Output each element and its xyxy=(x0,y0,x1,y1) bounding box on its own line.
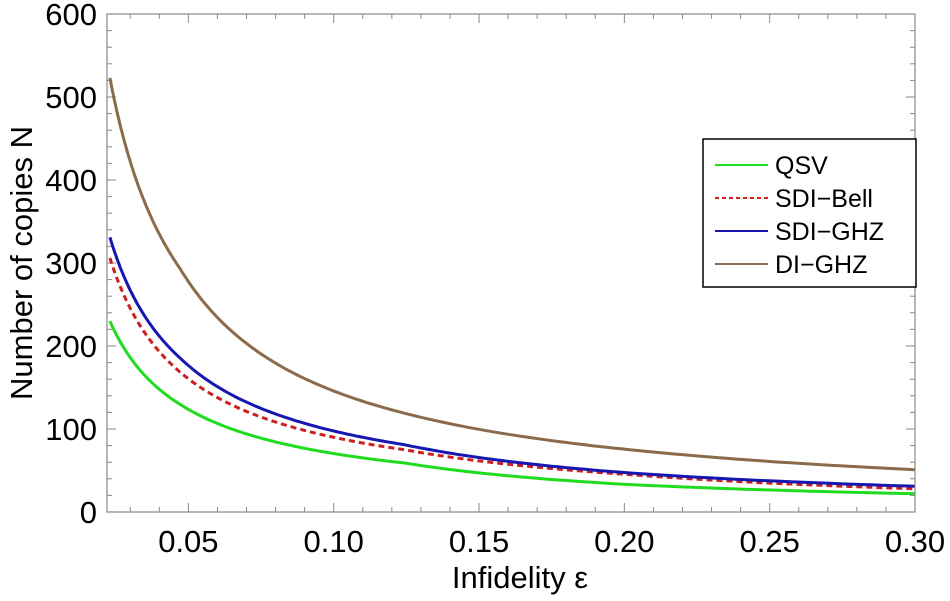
series-line-di-ghz xyxy=(108,77,916,472)
y-tick-label: 200 xyxy=(45,329,97,364)
y-tick-label: 600 xyxy=(45,0,97,32)
legend-label: QSV xyxy=(775,152,828,180)
x-tick-label: 0.20 xyxy=(594,524,654,559)
legend-box xyxy=(702,138,917,288)
series-curves xyxy=(108,77,916,496)
legend: QSV SDI−Bell SDI−GHZ DI−GHZ xyxy=(702,138,917,288)
x-tick-label: 0.10 xyxy=(304,524,364,559)
y-tick-labels: 0 100 200 300 400 500 600 xyxy=(45,0,97,530)
x-tick-label: 0.15 xyxy=(449,524,509,559)
y-tick-label: 0 xyxy=(80,495,97,530)
axis-ticks xyxy=(107,13,916,513)
y-tick-label: 100 xyxy=(45,412,97,447)
x-tick-label: 0.25 xyxy=(740,524,800,559)
series-line-sdi-ghz xyxy=(108,236,916,488)
x-tick-label: 0.05 xyxy=(158,524,218,559)
x-axis-label: Infidelity ε xyxy=(452,560,588,595)
y-tick-label: 500 xyxy=(45,80,97,115)
y-tick-label: 300 xyxy=(45,246,97,281)
x-tick-label: 0.30 xyxy=(885,524,945,559)
series-line-qsv xyxy=(108,320,916,496)
x-tick-labels: 0.05 0.10 0.15 0.20 0.25 0.30 xyxy=(158,524,945,559)
y-axis-label: Number of copies N xyxy=(4,126,39,400)
legend-label: SDI−Bell xyxy=(775,185,873,213)
series-line-sdi-bell xyxy=(108,257,916,491)
legend-label: SDI−GHZ xyxy=(775,218,884,246)
y-tick-label: 400 xyxy=(45,163,97,198)
legend-label: DI−GHZ xyxy=(775,251,867,279)
